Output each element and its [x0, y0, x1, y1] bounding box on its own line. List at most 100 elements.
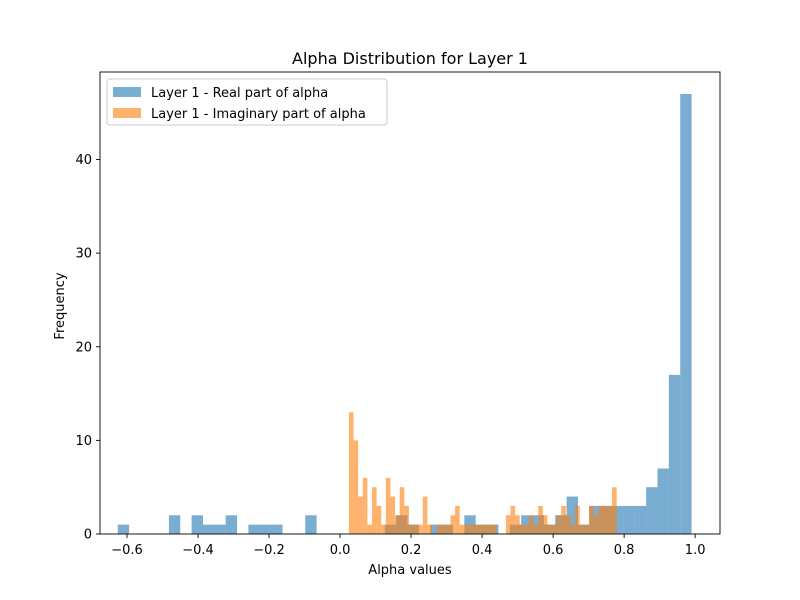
- histogram-bar: [566, 496, 578, 534]
- histogram-bar: [584, 524, 589, 534]
- histogram-bar: [515, 515, 520, 534]
- histogram-bar: [623, 505, 635, 534]
- histogram-bar: [191, 515, 203, 534]
- histogram-bar: [385, 477, 391, 534]
- histogram-bar: [381, 524, 386, 534]
- histogram-bar: [593, 515, 599, 534]
- histogram-bar: [305, 515, 317, 534]
- y-tick-label: 40: [75, 153, 92, 168]
- histogram-bar: [225, 515, 238, 534]
- histogram-bar: [455, 505, 460, 534]
- x-tick-label: −0.6: [111, 543, 143, 558]
- histogram-bar: [478, 524, 483, 534]
- histogram-bar: [482, 524, 488, 534]
- histogram-bar: [668, 374, 681, 534]
- histogram-bar: [533, 524, 539, 534]
- histogram-bar: [422, 496, 428, 534]
- histogram-bar: [459, 524, 465, 534]
- axes-frame: [99, 71, 721, 535]
- histogram-bar: [372, 487, 377, 534]
- histogram-bar: [248, 524, 283, 534]
- histogram-bar: [519, 524, 525, 534]
- histogram-bar: [565, 515, 571, 534]
- y-tick-label: 20: [75, 340, 92, 355]
- histogram-bar: [579, 524, 585, 534]
- histogram-bar: [117, 524, 130, 534]
- histogram-bar: [413, 524, 419, 534]
- histogram-bar: [487, 524, 493, 534]
- histogram-bar: [528, 515, 534, 534]
- histogram-bar: [404, 505, 409, 534]
- legend-box: [106, 78, 388, 126]
- y-tick-label: 10: [75, 434, 92, 449]
- histogram-bar: [441, 524, 446, 534]
- histogram-bar: [408, 524, 414, 534]
- legend-swatch: [113, 108, 141, 118]
- x-tick-label: 0.8: [614, 543, 635, 558]
- histogram-bar: [427, 524, 433, 534]
- histogram-bar: [353, 440, 359, 534]
- histogram-bar: [395, 515, 400, 534]
- histogram-bar: [399, 487, 405, 534]
- histogram-bar: [367, 524, 373, 534]
- histogram-bar: [436, 524, 442, 534]
- histogram-bar: [358, 496, 363, 534]
- histogram-bar: [473, 524, 479, 534]
- histogram-bar: [450, 515, 456, 534]
- histogram-bar: [430, 524, 442, 534]
- histogram-bar: [575, 505, 580, 534]
- plot-area: [99, 71, 721, 535]
- x-tick-label: 0.4: [472, 543, 493, 558]
- legend-label: Layer 1 - Imaginary part of alpha: [151, 107, 366, 122]
- y-tick-label: 30: [75, 247, 92, 262]
- histogram-bar: [524, 524, 529, 534]
- histogram-bar: [598, 505, 603, 534]
- histogram-bar: [552, 524, 557, 534]
- histogram-bar: [602, 505, 608, 534]
- histogram-bar: [612, 505, 624, 534]
- x-tick-label: 0.2: [401, 543, 422, 558]
- x-tick-label: −0.2: [253, 543, 285, 558]
- histogram-bar: [348, 412, 354, 534]
- histogram-bar: [561, 505, 566, 534]
- series-imaginary: [348, 412, 617, 534]
- chart-title: Alpha Distribution for Layer 1: [292, 49, 528, 68]
- histogram-bar: [168, 515, 181, 534]
- histogram-bar: [362, 477, 368, 534]
- y-axis-label: Frequency: [53, 272, 68, 339]
- x-axis: −0.6 −0.4 −0.2 0.0 0.2 0.4 0.6 0.8 1.0: [111, 534, 705, 558]
- histogram-bar: [607, 505, 613, 534]
- histogram-bar: [612, 487, 617, 534]
- x-tick-label: −0.4: [182, 543, 214, 558]
- x-tick-label: 1.0: [685, 543, 706, 558]
- histogram-bar: [445, 524, 451, 534]
- histogram-bar: [570, 524, 576, 534]
- histogram-bar: [556, 515, 562, 534]
- histogram-bar: [646, 487, 658, 534]
- x-tick-label: 0.6: [543, 543, 564, 558]
- histogram-bar: [418, 524, 423, 534]
- histogram-bar: [468, 524, 474, 534]
- histogram-bar: [547, 524, 553, 534]
- histogram-bar: [634, 505, 647, 534]
- histogram-bar: [510, 505, 516, 534]
- histogram-bar: [680, 94, 692, 534]
- histogram-bar: [538, 505, 543, 534]
- histogram-bar: [657, 468, 669, 534]
- legend-label: Layer 1 - Real part of alpha: [151, 86, 328, 101]
- histogram-bar: [202, 524, 226, 534]
- histogram-bar: [390, 496, 396, 534]
- histogram-bar: [542, 515, 548, 534]
- histogram-bar: [505, 515, 511, 534]
- histogram-bar: [376, 505, 382, 534]
- y-axis: 0 10 20 30 40: [75, 153, 100, 543]
- x-tick-label: 0.0: [330, 543, 351, 558]
- histogram-bar: [588, 505, 594, 534]
- x-axis-label: Alpha values: [368, 563, 452, 578]
- y-tick-label: 0: [84, 528, 92, 543]
- histogram-bar: [464, 524, 469, 534]
- legend-swatch: [113, 87, 141, 97]
- legend: Layer 1 - Real part of alpha Layer 1 - Im…: [106, 78, 388, 126]
- histogram-bar: [492, 524, 497, 534]
